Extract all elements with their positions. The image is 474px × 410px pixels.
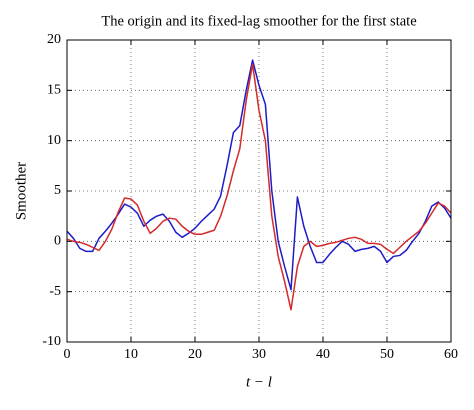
- x-tick-label: 30: [252, 347, 266, 362]
- y-tick-label: 20: [47, 32, 61, 47]
- x-tick-label: 40: [316, 347, 330, 362]
- y-tick-label: 5: [54, 183, 61, 198]
- y-tick-label: -5: [49, 284, 61, 299]
- y-axis-label: Smoother: [13, 162, 29, 220]
- y-tick-label: -10: [42, 334, 61, 349]
- series-line: [66, 63, 452, 311]
- x-tick-label: 20: [188, 347, 202, 362]
- series-line: [66, 59, 452, 291]
- y-tick-label: 0: [54, 234, 61, 249]
- plot-frame: [66, 39, 452, 343]
- x-tick-label: 0: [64, 347, 71, 362]
- chart-title: The origin and its fixed-lag smoother fo…: [101, 13, 416, 29]
- x-tick-label: 50: [380, 347, 394, 362]
- x-tick-label: 10: [124, 347, 138, 362]
- x-axis-label: t − l: [246, 374, 272, 390]
- y-tick-label: 15: [47, 83, 61, 98]
- y-tick-label: 10: [47, 133, 61, 148]
- x-tick-label: 60: [444, 347, 458, 362]
